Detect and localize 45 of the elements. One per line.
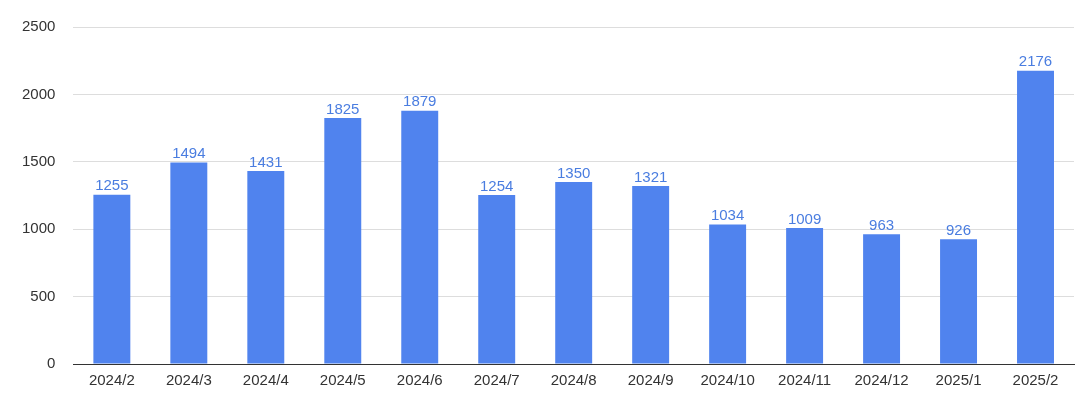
bar <box>324 117 362 364</box>
bar <box>247 171 285 364</box>
x-tick-label: 2024/8 <box>550 371 597 389</box>
data-label: 1254 <box>480 176 514 194</box>
x-tick-label: 2024/3 <box>165 371 212 389</box>
data-label: 1009 <box>787 209 822 227</box>
data-label: 1321 <box>633 167 668 185</box>
y-tick-label: 0 <box>47 354 56 372</box>
data-label: 926 <box>946 220 972 238</box>
data-label: 1350 <box>557 163 591 181</box>
x-tick-label: 2024/11 <box>778 371 832 389</box>
x-tick-label: 2024/9 <box>627 371 674 389</box>
data-label: 963 <box>869 215 895 233</box>
data-label: 1034 <box>710 206 745 224</box>
x-tick-label: 2025/1 <box>935 371 982 389</box>
data-label: 2176 <box>1018 52 1053 70</box>
bar <box>555 182 593 364</box>
x-tick-label: 2024/4 <box>242 371 289 389</box>
x-tick-label: 2024/12 <box>854 371 909 389</box>
data-label: 1255 <box>95 176 129 194</box>
bar <box>940 239 978 364</box>
y-tick-label: 1500 <box>21 151 56 169</box>
bar <box>786 227 824 364</box>
x-tick-label: 2025/2 <box>1012 371 1059 389</box>
y-tick-label: 1000 <box>21 219 56 237</box>
y-tick-label: 2000 <box>21 84 56 102</box>
x-tick-label: 2024/10 <box>700 371 755 389</box>
data-label: 1494 <box>172 144 206 162</box>
bar <box>632 185 670 364</box>
y-tick-label: 500 <box>30 286 56 304</box>
bar <box>1017 70 1054 364</box>
x-tick-label: 2024/7 <box>473 371 520 389</box>
x-tick-label: 2024/6 <box>396 371 443 389</box>
bar <box>170 162 208 364</box>
x-tick-label: 2024/5 <box>319 371 366 389</box>
bar <box>478 194 516 364</box>
bar <box>93 194 131 364</box>
data-label: 1879 <box>403 92 437 110</box>
bar <box>863 234 901 364</box>
data-label: 1431 <box>249 152 283 170</box>
y-tick-label: 2500 <box>21 17 56 35</box>
bar <box>709 224 747 364</box>
bar <box>401 110 439 364</box>
x-tick-label: 2024/2 <box>88 371 135 389</box>
data-label: 1825 <box>326 99 360 117</box>
